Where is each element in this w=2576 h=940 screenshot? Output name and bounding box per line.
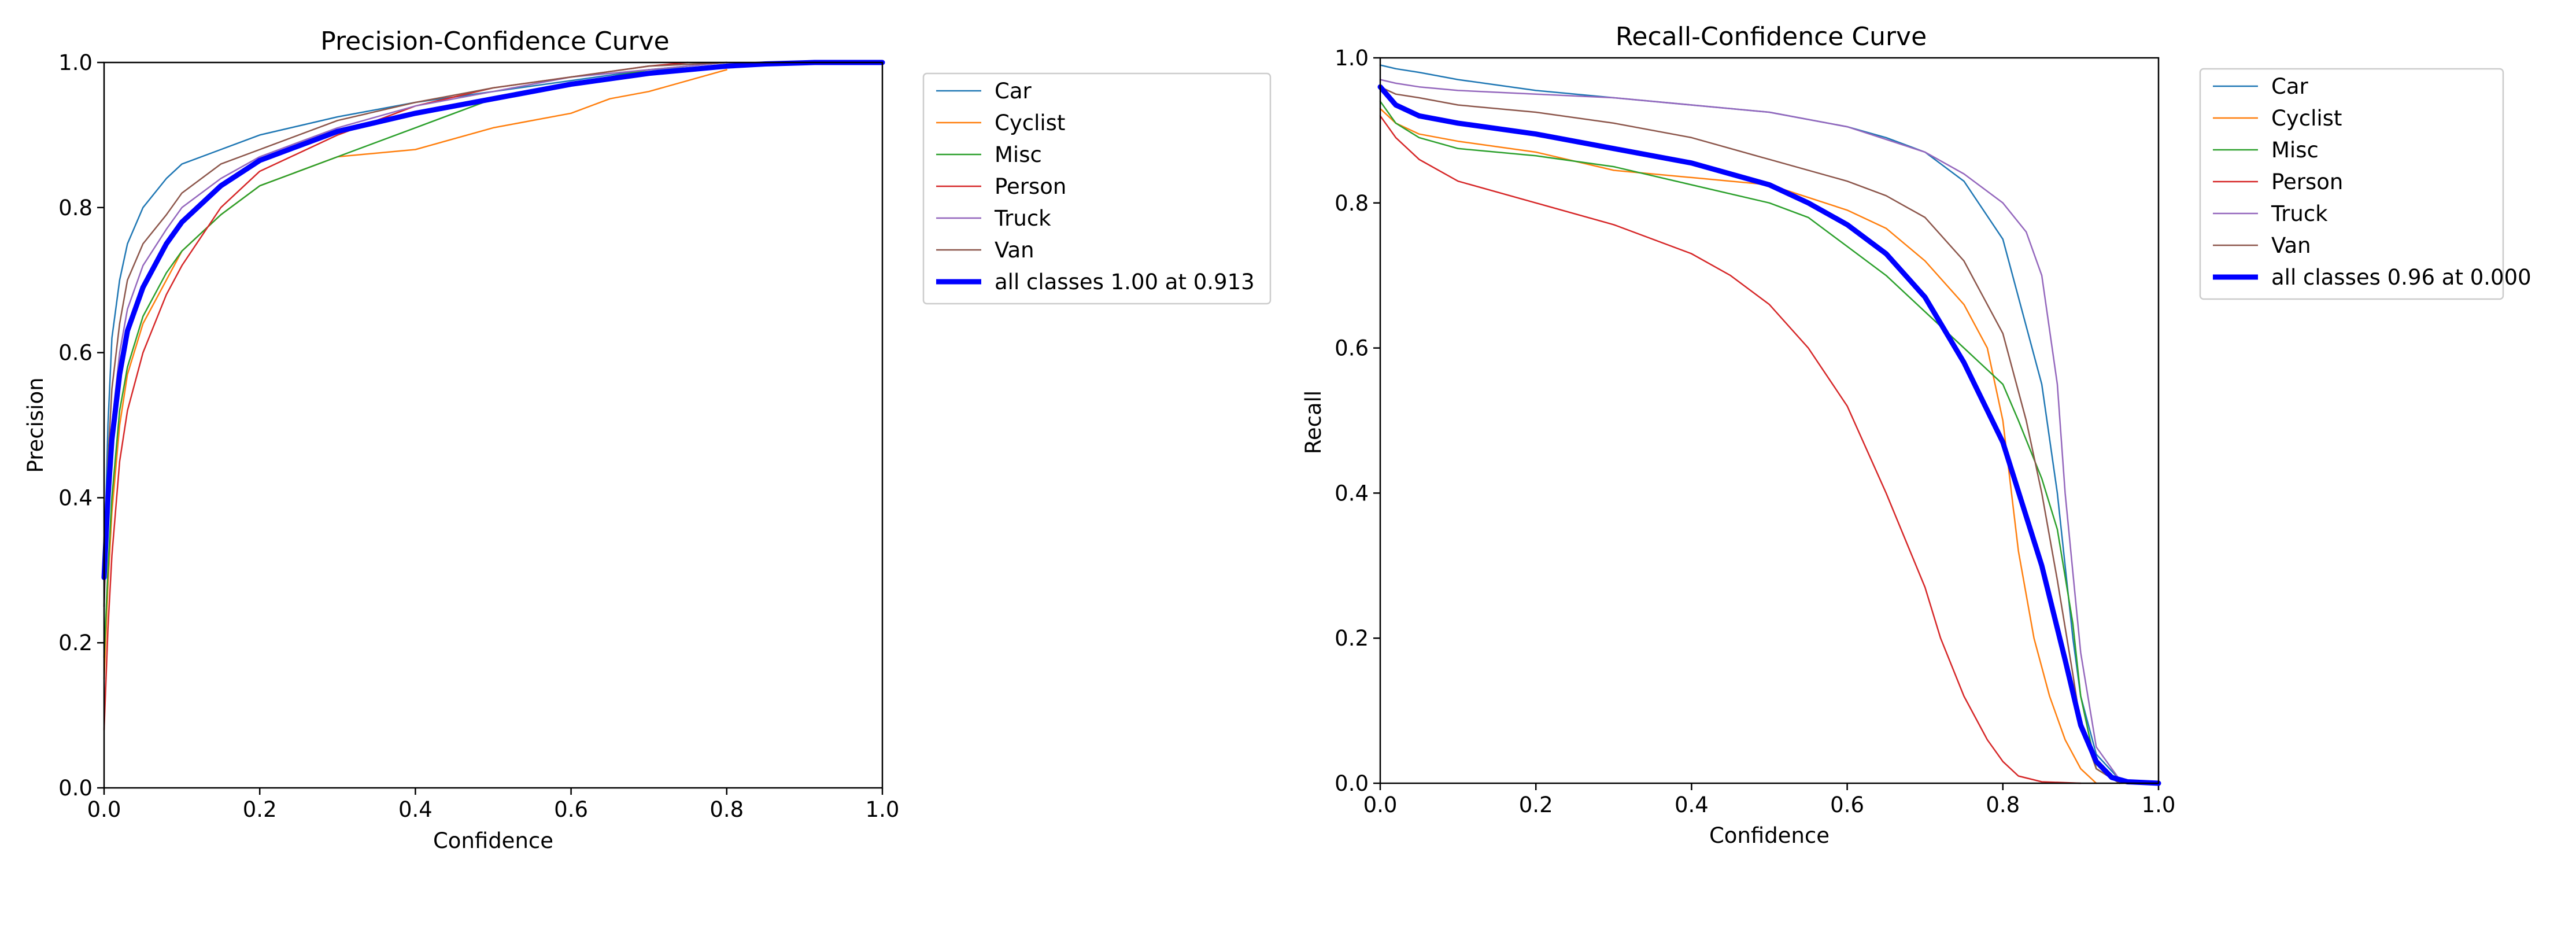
legend: Car Cyclist Misc Person Truck Van all cl…	[922, 72, 1272, 305]
legend-entry: Van	[995, 238, 1034, 263]
legend-entry: Person	[2271, 169, 2343, 194]
x-tick-label: 0.4	[398, 797, 433, 822]
y-tick-label: 0.2	[58, 631, 93, 655]
series-line	[103, 61, 728, 658]
series-line	[1377, 84, 2161, 786]
y-tick-label: 0.6	[58, 341, 93, 366]
series-line	[1379, 108, 2097, 784]
y-tick-label: 1.0	[58, 50, 93, 75]
series-line	[1379, 64, 2160, 784]
legend-entry: Car	[2271, 74, 2309, 99]
x-axis-label: Confidence	[1709, 823, 1830, 848]
y-tick-label: 1.0	[1335, 46, 1369, 71]
legend-lines	[2213, 85, 2258, 280]
series-line	[1379, 115, 2082, 784]
series-line	[103, 61, 728, 607]
series-line	[1379, 86, 2120, 784]
series-lines	[1377, 64, 2161, 786]
legend-lines	[936, 90, 981, 285]
x-tick-label: 1.0	[2142, 792, 2176, 817]
x-tick-label: 0.8	[709, 797, 744, 822]
legend-entry: Truck	[2271, 201, 2328, 226]
legend-entry: Car	[995, 79, 1032, 104]
y-tick-label: 0.8	[1335, 191, 1369, 216]
x-tick-label: 0.4	[1675, 792, 1709, 817]
legend-entry: all classes 0.96 at 0.000	[2271, 265, 2531, 290]
legend-entry: Van	[2271, 233, 2311, 258]
x-tick-label: 0.2	[1519, 792, 1553, 817]
y-tick-label: 0.4	[1335, 481, 1369, 506]
legend-box	[922, 72, 1272, 305]
x-tick-label: 1.0	[866, 797, 900, 822]
legend-entry: Cyclist	[2271, 106, 2342, 131]
legend-entry: Truck	[994, 206, 1051, 231]
x-tick-label: 0.8	[1986, 792, 2020, 817]
legend: Car Cyclist Misc Person Truck Van all cl…	[2199, 68, 2531, 300]
series-line	[103, 61, 884, 572]
legend-entry: Misc	[2271, 138, 2319, 163]
recall-confidence-chart: Recall-Confidence Curve 0.0 0.2 0.4 0.6 0.8 1…	[1301, 22, 2531, 848]
legend-entry: Misc	[995, 142, 1042, 167]
x-tick-label: 0.6	[1830, 792, 1864, 817]
y-tick-label: 0.0	[1335, 771, 1369, 796]
axis-ticks: 0.0 0.2 0.4 0.6 0.8 1.0 0.0 0.2 0.4 0.6 0.8 1.0	[58, 50, 899, 822]
y-tick-label: 0.6	[1335, 336, 1369, 361]
x-tick-label: 0.0	[87, 797, 121, 822]
legend-entry: Person	[995, 174, 1066, 199]
series-line	[1379, 100, 2120, 784]
x-tick-label: 0.6	[554, 797, 588, 822]
precision-confidence-chart: Precision-Confidence Curve 0.0 0.2 0.4 0.6 0…	[23, 27, 1272, 853]
y-tick-label: 0.4	[58, 485, 93, 510]
legend-entry: Cyclist	[995, 110, 1065, 135]
y-tick-label: 0.2	[1335, 626, 1369, 651]
series-line	[103, 61, 689, 731]
legend-entry: all classes 1.00 at 0.913	[995, 270, 1255, 294]
series-line	[1379, 79, 2160, 784]
legend-box	[2199, 68, 2504, 300]
y-tick-label: 0.8	[58, 196, 93, 220]
x-tick-label: 0.0	[1363, 792, 1398, 817]
chart-title: Recall-Confidence Curve	[1616, 22, 1927, 51]
series-line	[103, 69, 728, 680]
x-tick-label: 0.2	[243, 797, 277, 822]
axis-ticks: 0.0 0.2 0.4 0.6 0.8 1.0 0.0 0.2 0.4 0.6 0.8 1.0	[1335, 46, 2175, 817]
y-axis-label: Recall	[1301, 390, 1326, 454]
y-tick-label: 0.0	[58, 776, 93, 801]
y-axis-label: Precision	[23, 377, 48, 473]
series-line	[103, 61, 728, 607]
series-line	[101, 60, 885, 580]
plot-frame	[103, 61, 884, 789]
x-axis-label: Confidence	[433, 828, 553, 853]
chart-title: Precision-Confidence Curve	[320, 27, 669, 56]
series-lines	[101, 60, 885, 731]
plot-frame	[1379, 57, 2160, 784]
